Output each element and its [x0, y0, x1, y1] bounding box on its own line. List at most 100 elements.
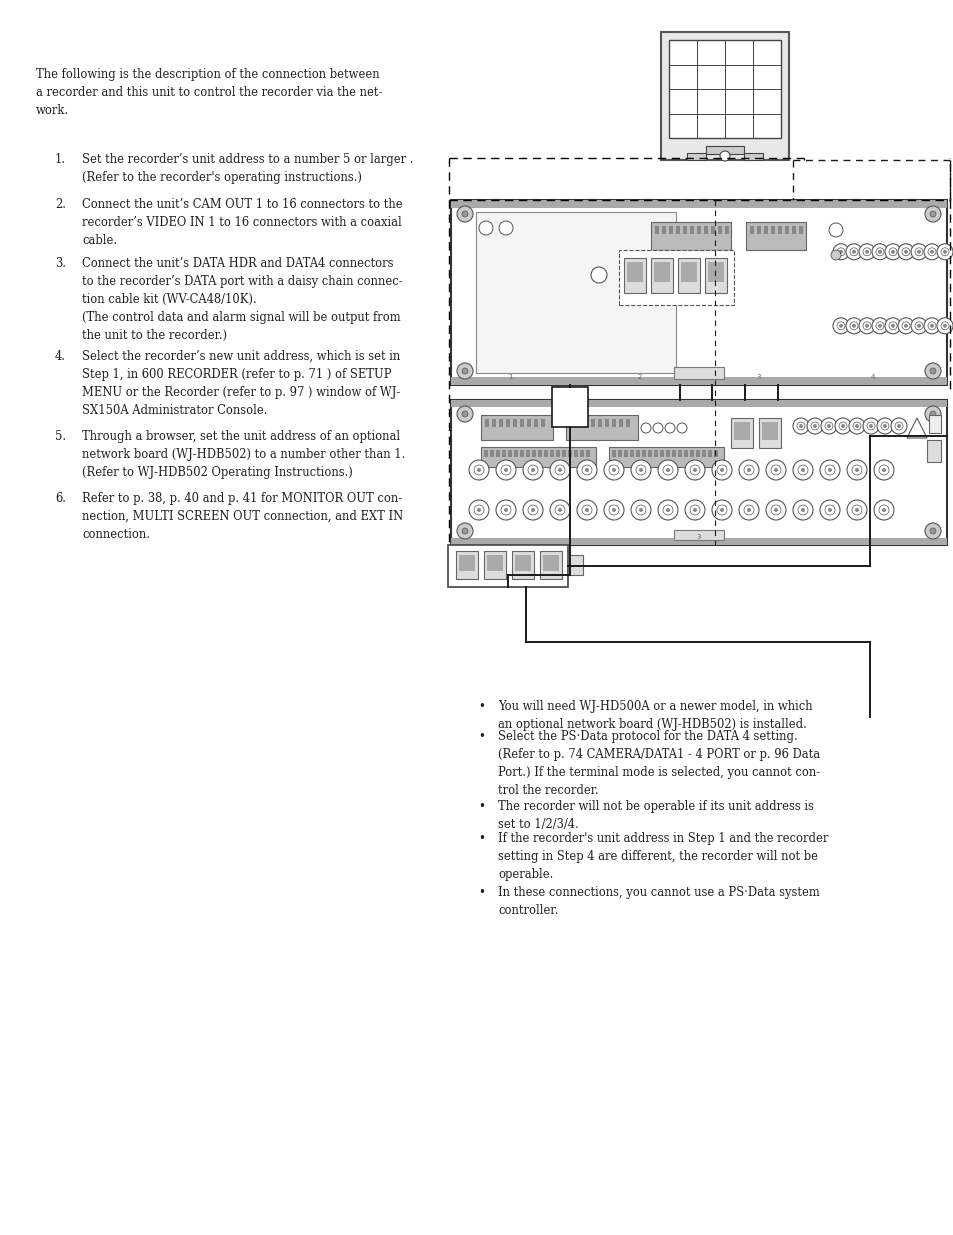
- Bar: [456, 551, 477, 579]
- Circle shape: [873, 459, 893, 480]
- Circle shape: [577, 459, 597, 480]
- Bar: [480, 447, 596, 467]
- Text: 1: 1: [508, 374, 512, 380]
- Circle shape: [603, 500, 623, 520]
- Circle shape: [942, 249, 946, 254]
- Circle shape: [581, 466, 592, 475]
- Circle shape: [824, 466, 834, 475]
- Bar: [577, 419, 580, 427]
- Bar: [743, 153, 762, 161]
- Circle shape: [924, 406, 940, 422]
- Bar: [519, 419, 523, 427]
- Bar: [650, 258, 672, 293]
- Bar: [680, 262, 697, 282]
- Circle shape: [612, 468, 616, 472]
- Text: 2: 2: [637, 374, 641, 380]
- Circle shape: [584, 508, 588, 513]
- Circle shape: [849, 322, 857, 330]
- Circle shape: [692, 508, 697, 513]
- Bar: [579, 450, 583, 457]
- Circle shape: [746, 468, 750, 472]
- Circle shape: [880, 422, 888, 430]
- Circle shape: [590, 267, 606, 283]
- Bar: [532, 450, 536, 457]
- Circle shape: [848, 417, 864, 433]
- Bar: [654, 450, 658, 457]
- Circle shape: [862, 417, 878, 433]
- Circle shape: [923, 317, 939, 333]
- Circle shape: [773, 508, 778, 513]
- Circle shape: [876, 417, 892, 433]
- Circle shape: [608, 505, 618, 515]
- Bar: [567, 555, 582, 576]
- Text: Select the PS·Data protocol for the DATA 4 setting.
(Refer to p. 74 CAMERA/DATA1: Select the PS·Data protocol for the DATA…: [497, 730, 820, 797]
- Circle shape: [858, 243, 874, 259]
- Circle shape: [890, 324, 894, 327]
- Bar: [763, 226, 767, 233]
- Bar: [770, 226, 774, 233]
- Text: Select the recorder’s new unit address, which is set in
Step 1, in 600 RECORDER : Select the recorder’s new unit address, …: [82, 350, 400, 417]
- Circle shape: [792, 459, 812, 480]
- Bar: [668, 40, 781, 138]
- Circle shape: [476, 508, 480, 513]
- Circle shape: [630, 500, 650, 520]
- Bar: [686, 153, 705, 161]
- Bar: [561, 450, 565, 457]
- Circle shape: [689, 505, 700, 515]
- Bar: [505, 419, 510, 427]
- Bar: [604, 419, 608, 427]
- Bar: [618, 249, 733, 305]
- Bar: [647, 450, 651, 457]
- Bar: [483, 551, 505, 579]
- Circle shape: [584, 468, 588, 472]
- Circle shape: [871, 243, 887, 259]
- Circle shape: [884, 317, 900, 333]
- Circle shape: [739, 500, 759, 520]
- Circle shape: [639, 468, 642, 472]
- Bar: [707, 450, 711, 457]
- Circle shape: [832, 243, 848, 259]
- Circle shape: [858, 317, 874, 333]
- Circle shape: [746, 508, 750, 513]
- Bar: [496, 450, 499, 457]
- Bar: [778, 226, 781, 233]
- Bar: [673, 530, 723, 540]
- Circle shape: [461, 211, 468, 217]
- Bar: [625, 419, 629, 427]
- Bar: [480, 415, 553, 440]
- Bar: [451, 400, 946, 545]
- Bar: [513, 419, 517, 427]
- Circle shape: [888, 322, 896, 330]
- Bar: [724, 226, 728, 233]
- Bar: [515, 555, 531, 571]
- Circle shape: [640, 424, 650, 433]
- Bar: [707, 262, 723, 282]
- Bar: [618, 450, 621, 457]
- Bar: [612, 450, 616, 457]
- Text: •: •: [477, 730, 484, 743]
- Circle shape: [845, 317, 862, 333]
- Circle shape: [743, 466, 753, 475]
- Bar: [565, 415, 638, 440]
- Circle shape: [824, 422, 832, 430]
- Circle shape: [927, 322, 935, 330]
- Circle shape: [720, 508, 723, 513]
- Circle shape: [717, 505, 726, 515]
- Circle shape: [888, 248, 896, 256]
- Circle shape: [478, 221, 493, 235]
- Circle shape: [878, 466, 888, 475]
- Bar: [598, 419, 601, 427]
- Circle shape: [469, 459, 489, 480]
- Bar: [713, 450, 718, 457]
- Circle shape: [929, 211, 935, 217]
- Circle shape: [461, 529, 468, 534]
- Circle shape: [603, 459, 623, 480]
- Bar: [458, 555, 475, 571]
- Circle shape: [522, 459, 542, 480]
- Circle shape: [474, 505, 483, 515]
- Bar: [569, 419, 574, 427]
- Circle shape: [834, 417, 850, 433]
- Circle shape: [636, 466, 645, 475]
- Bar: [654, 262, 669, 282]
- Text: 4: 4: [869, 374, 874, 380]
